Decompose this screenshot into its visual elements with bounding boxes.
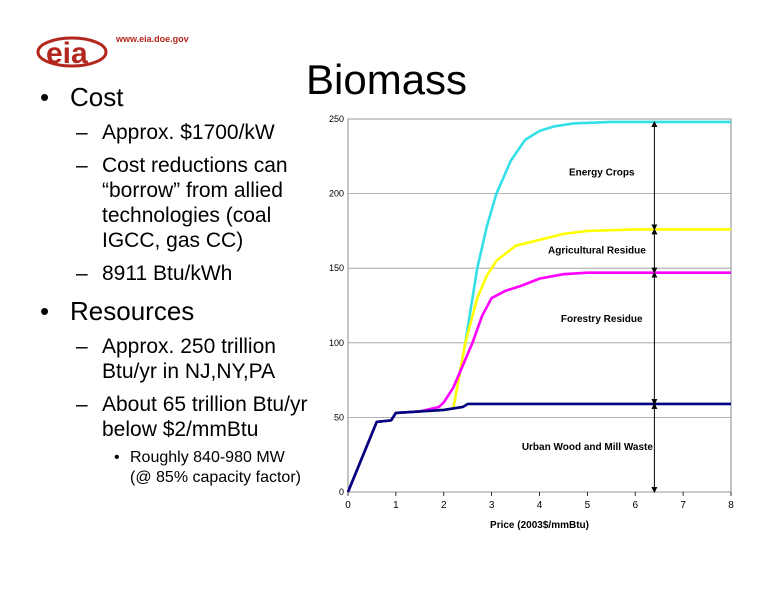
bullet-line: Resources <box>70 296 195 326</box>
y-tick-label: 100 <box>329 338 344 348</box>
x-tick-label: 1 <box>393 500 399 511</box>
bullet-line: About 65 trillion Btu/yr <box>102 393 308 416</box>
category-annotation: Agricultural Residue <box>548 245 646 256</box>
slide-title: Biomass <box>306 56 468 103</box>
y-tick-label: 0 <box>339 487 344 497</box>
svg-text:eia: eia <box>46 37 88 70</box>
bullet-line: Approx. $1700/kW <box>102 121 275 144</box>
logo-url: www.eia.doe.gov <box>116 34 189 44</box>
bullet-line: Cost <box>70 82 124 112</box>
bullet-line: 8911 Btu/kWh <box>102 262 233 285</box>
category-annotation: Forestry Residue <box>561 314 643 325</box>
category-annotation: Energy Crops <box>569 168 635 179</box>
bullet-marker: – <box>76 154 88 177</box>
bullet-l3: • Roughly 840-980 MW (@ 85% capacity facto… <box>40 448 340 488</box>
y-tick-label: 250 <box>329 114 344 124</box>
bullet-marker: – <box>76 335 88 358</box>
x-tick-label: 3 <box>489 500 495 511</box>
bullet-line: “borrow” from allied <box>102 179 283 202</box>
bullet-marker: • <box>40 296 50 326</box>
bullet-l2: –8911 Btu/kWh <box>40 261 340 286</box>
bullet-list: • Cost – Approx. $1700/kW – Cost reductions c… <box>40 82 340 488</box>
bullet-l1: • Resources <box>40 296 340 326</box>
bullet-l2: – Approx. $1700/kW <box>40 120 340 145</box>
bullet-line: Btu/yr in NJ,NY,PA <box>102 360 276 383</box>
series-line <box>346 402 731 493</box>
bullet-line: Cost reductions can <box>102 154 288 177</box>
y-tick-label: 200 <box>329 189 344 199</box>
bullet-marker: • <box>114 449 120 466</box>
y-tick-label: 50 <box>334 412 344 422</box>
bullet-line: IGCC, gas CC) <box>102 229 244 252</box>
eia-logo-mark: eia <box>36 36 108 70</box>
bullet-l2: – Approx. 250 trillion Btu/yr in NJ,NY,PA <box>40 334 340 384</box>
x-tick-label: 5 <box>585 500 591 511</box>
bullet-line: technologies (coal <box>102 204 272 227</box>
bullet-line: (@ 85% capacity factor) <box>130 469 301 486</box>
x-tick-label: 7 <box>680 500 686 511</box>
bullet-line: Approx. 250 trillion <box>102 335 276 358</box>
x-tick-label: 8 <box>728 500 734 511</box>
eia-logo: eia www.eia.doe.gov <box>36 30 189 80</box>
bullet-marker: – <box>76 121 88 144</box>
biomass-supply-chart: 0 50 100 150 200 250 0 1 2 3 4 5 6 7 8 Price (2003$/mmB… <box>329 114 734 531</box>
category-annotation: Urban Wood and Mill Waste <box>522 442 654 453</box>
x-tick-label: 6 <box>632 500 638 511</box>
y-tick-label: 150 <box>329 263 344 273</box>
x-tick-label: 4 <box>537 500 543 511</box>
bullet-marker: – <box>76 393 88 416</box>
bullet-marker: – <box>76 262 88 285</box>
bullet-l1: • Cost <box>40 82 340 112</box>
x-tick-label: 2 <box>441 500 447 511</box>
bullet-marker: • <box>40 82 50 112</box>
bullet-l2: – About 65 trillion Btu/yr below $2/mmBtu <box>40 392 340 442</box>
bullet-line: below $2/mmBtu <box>102 418 259 441</box>
x-tick-label: 0 <box>345 500 351 511</box>
x-axis-label: Price (2003$/mmBtu) <box>490 520 589 531</box>
bullet-line: Roughly 840-980 MW <box>130 449 285 466</box>
plot-area <box>347 118 732 493</box>
bullet-l2: – Cost reductions can “borrow” from allied… <box>40 153 340 253</box>
